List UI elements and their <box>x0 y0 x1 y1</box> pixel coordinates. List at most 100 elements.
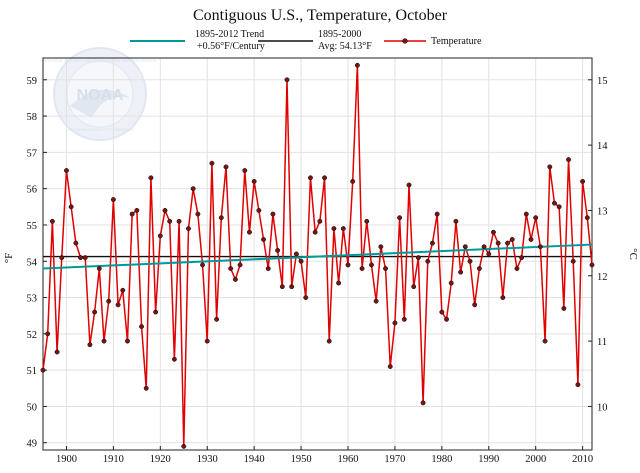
y-axis-label-celsius: °C <box>627 248 639 260</box>
x-tick-label: 1900 <box>56 454 77 465</box>
x-tick-label: 1930 <box>197 454 218 465</box>
temperature-point <box>448 280 454 286</box>
temperature-point <box>439 309 445 315</box>
temperature-point <box>491 229 496 235</box>
legend-trend-label-1: 1895-2012 Trend <box>195 29 264 40</box>
temperature-point <box>289 284 295 290</box>
temperature-point <box>265 266 271 271</box>
temperature-point <box>87 342 93 348</box>
temperature-point <box>125 338 130 344</box>
temperature-point <box>59 255 65 261</box>
temperature-point <box>575 382 581 388</box>
temperature-point <box>481 244 487 250</box>
temperature-point <box>251 178 257 184</box>
temperature-point <box>200 262 205 268</box>
plot-frame <box>42 57 593 451</box>
temperature-point <box>570 258 576 264</box>
x-tick-label: 1970 <box>384 454 405 465</box>
temperature-point <box>261 237 266 242</box>
temperature-point <box>115 302 121 308</box>
temperature-point <box>378 244 384 250</box>
y-tick-label: 49 <box>27 439 38 450</box>
temperature-point <box>528 237 534 242</box>
temperature-point <box>430 240 435 246</box>
temperature-point <box>406 182 412 188</box>
temperature-point <box>533 215 539 221</box>
temperature-point <box>589 262 595 268</box>
temperature-point <box>139 324 144 330</box>
temperature-point <box>453 218 459 224</box>
temperature-point <box>340 226 346 232</box>
temperature-point <box>472 302 478 308</box>
temperature-point <box>157 233 163 239</box>
temperature-point <box>247 229 252 235</box>
y2-tick-label: 15 <box>597 76 608 87</box>
temperature-point <box>462 244 468 250</box>
temperature-point <box>204 338 210 344</box>
temperature-point <box>181 443 187 449</box>
y-tick-label: 51 <box>27 366 38 377</box>
temperature-point <box>547 164 553 170</box>
legend-temperature-marker <box>402 38 408 44</box>
temperature-point <box>45 331 51 337</box>
temperature-point <box>270 211 276 217</box>
temperature-point <box>96 266 102 271</box>
temperature-line <box>42 64 593 448</box>
temperature-point <box>495 240 501 246</box>
temperature-point <box>434 211 440 217</box>
chart-title: Contiguous U.S., Temperature, October <box>193 7 448 24</box>
temperature-point <box>195 211 201 217</box>
temperature-point <box>345 262 351 268</box>
temperature-point <box>78 255 83 261</box>
y-tick-label: 59 <box>27 76 38 87</box>
temperature-point <box>561 305 567 311</box>
temperature-point <box>322 175 327 181</box>
y-tick-label: 56 <box>27 185 38 196</box>
legend: 1895-2012 Trend +0.56°F/Century 1895-200… <box>130 29 482 52</box>
temperature-point <box>537 244 543 250</box>
y-tick-label: 54 <box>27 257 38 268</box>
temperature-point <box>476 266 482 271</box>
x-tick-label: 1990 <box>478 454 499 465</box>
temperature-point <box>64 168 69 173</box>
temperature-point <box>542 338 548 344</box>
temperature-point <box>73 240 79 246</box>
temperature-point <box>148 175 154 181</box>
temperature-point <box>40 367 46 373</box>
noaa-watermark-ring-bottom: U.S. DEPARTMENT OF COMMERCE <box>66 127 134 132</box>
temperature-point <box>392 320 398 326</box>
temperature-point <box>106 298 112 304</box>
temperature-point <box>223 164 229 170</box>
temperature-point <box>519 255 525 261</box>
axis-ticks: 1900 1910 1920 1930 1940 1950 1960 1970 1980 1990… <box>27 76 609 465</box>
temperature-point <box>171 356 177 362</box>
noaa-watermark-bird-icon <box>70 89 130 118</box>
temperature-point <box>458 269 464 275</box>
temperature-point <box>134 207 140 213</box>
temperature-point <box>209 160 215 166</box>
y-tick-label: 57 <box>27 148 38 159</box>
temperature-point <box>556 204 562 210</box>
temperature-points <box>40 62 595 449</box>
x-tick-label: 1980 <box>431 454 452 465</box>
temperature-point <box>486 251 492 257</box>
temperature-point <box>359 266 365 271</box>
temperature-point <box>369 262 374 268</box>
temperature-point <box>298 258 304 264</box>
temperature-point <box>326 338 332 344</box>
temperature-point <box>54 349 60 355</box>
temperature-point <box>101 338 107 344</box>
x-tick-label: 1910 <box>103 454 124 465</box>
noaa-watermark-text: NOAA <box>76 87 124 104</box>
y-tick-label: 53 <box>27 294 38 305</box>
temperature-point <box>331 226 337 232</box>
temperature-point <box>401 316 407 322</box>
series-lines <box>42 64 593 448</box>
temperature-point <box>425 258 431 264</box>
temperature-point <box>120 287 126 293</box>
temperature-point <box>373 298 379 304</box>
temperature-point <box>293 251 299 257</box>
legend-trend-label-2: +0.56°F/Century <box>197 41 265 52</box>
temperature-point <box>500 295 506 301</box>
